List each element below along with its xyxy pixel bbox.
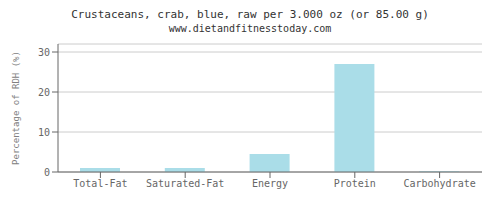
svg-text:Carbohydrate: Carbohydrate [403, 178, 475, 189]
svg-text:Percentage of RDH (%): Percentage of RDH (%) [11, 51, 21, 165]
svg-text:10: 10 [38, 127, 50, 138]
svg-text:0: 0 [44, 167, 50, 178]
html-text:Crustaceans, crab, blue, raw p: Crustaceans, crab, blue, raw per 3.000 o… [71, 8, 429, 21]
svg-text:20: 20 [38, 87, 50, 98]
svg-text:Energy: Energy [252, 178, 288, 189]
svg-text:Total-Fat: Total-Fat [73, 178, 127, 189]
svg-text:Saturated-Fat: Saturated-Fat [146, 178, 224, 189]
svg-text:Protein: Protein [334, 178, 376, 189]
svg-text:30: 30 [38, 47, 50, 58]
html-text:www.dietandfitnesstoday.com: www.dietandfitnesstoday.com [168, 23, 332, 34]
